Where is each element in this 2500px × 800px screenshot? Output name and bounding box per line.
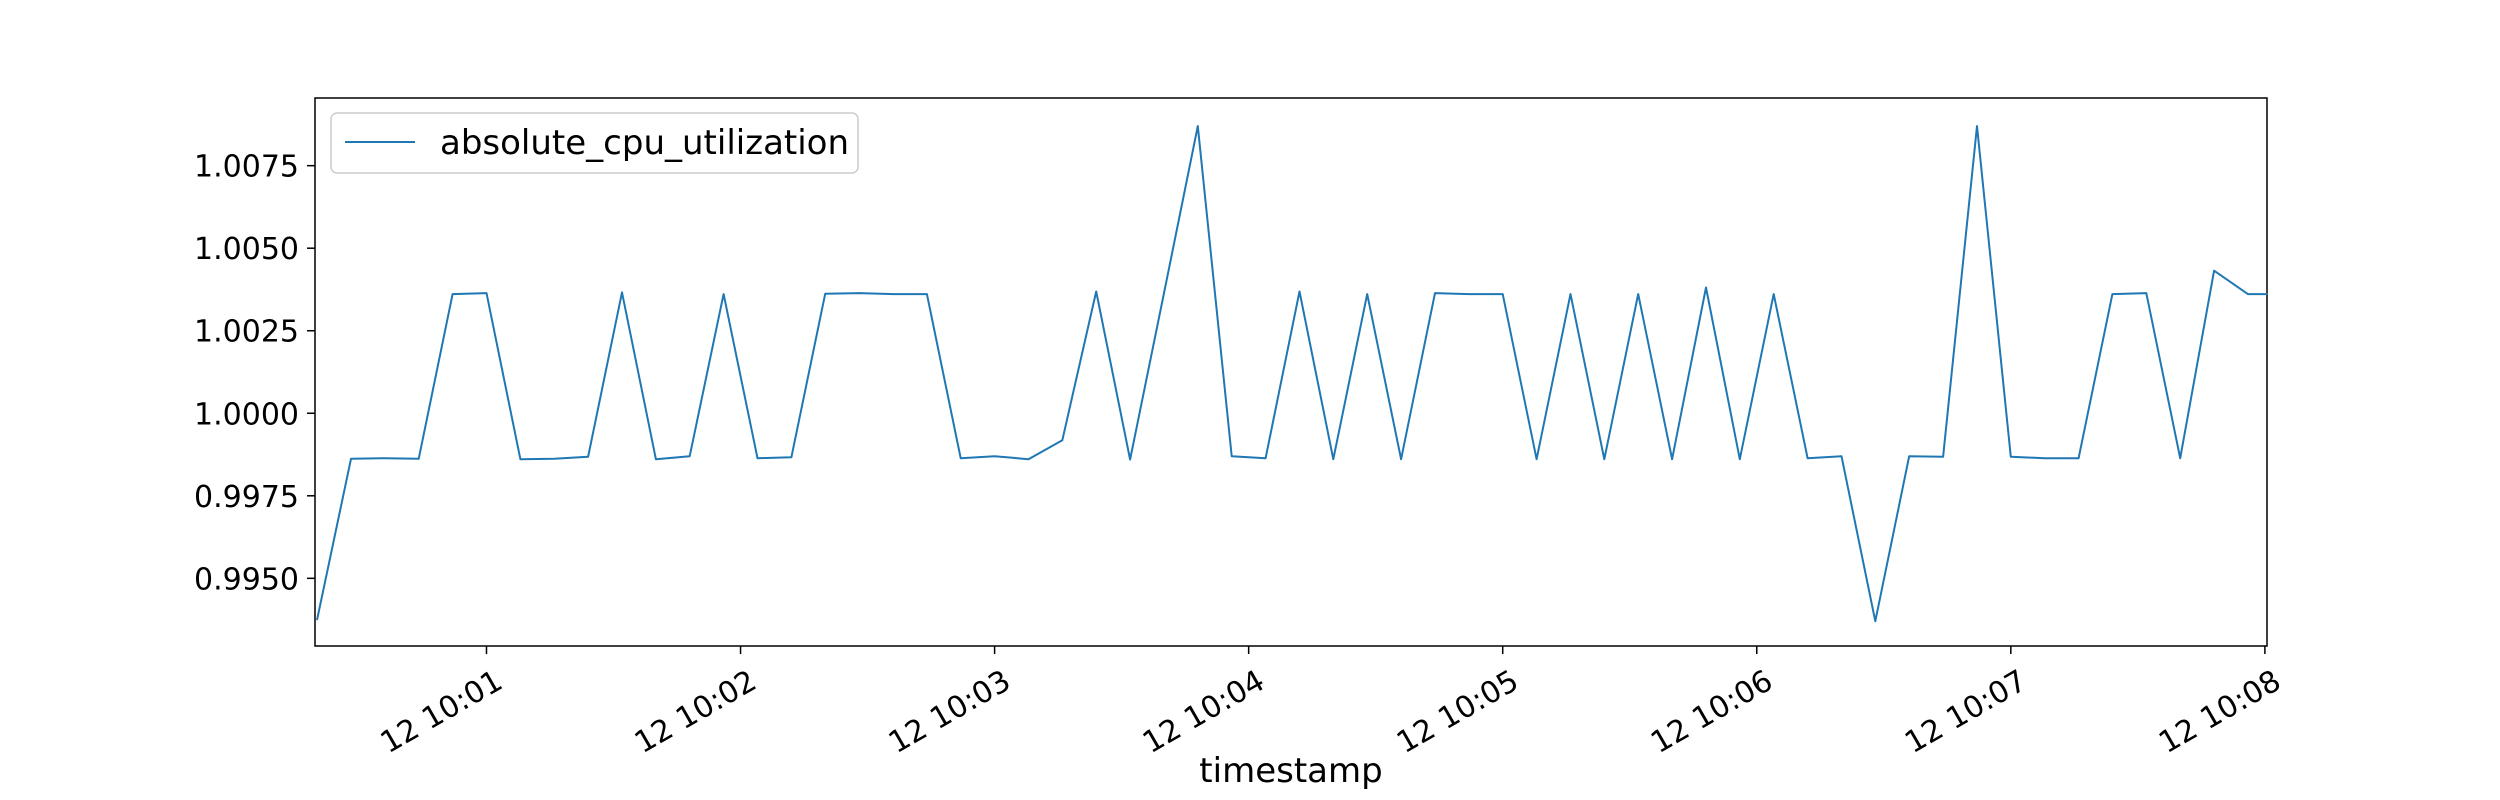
- legend-label-absolute-cpu-utilization: absolute_cpu_utilization: [440, 123, 849, 163]
- data-point-11: [688, 455, 691, 458]
- data-point-22: [1061, 439, 1064, 442]
- y-tick-label: 0.9975: [194, 480, 299, 515]
- legend-box: [330, 112, 859, 174]
- y-tick-label: 1.0025: [194, 315, 299, 350]
- x-tick-label: 12 10:02: [629, 663, 763, 760]
- data-point-6: [519, 458, 522, 461]
- data-point-39: [1637, 293, 1639, 295]
- data-point-46: [1874, 620, 1877, 622]
- data-point-5: [485, 292, 488, 294]
- x-tick-label: 12 10:05: [1391, 663, 1525, 760]
- data-point-20: [993, 455, 996, 458]
- x-tick-label: 12 10:07: [1899, 663, 2033, 760]
- data-point-48: [1942, 456, 1944, 458]
- x-tick-label: 12 10:08: [2153, 663, 2287, 760]
- data-point-50: [2010, 456, 2012, 458]
- data-point-14: [790, 456, 793, 459]
- data-point-28: [1264, 457, 1267, 460]
- y-tick-label: 1.0050: [194, 232, 299, 267]
- data-point-47: [1908, 455, 1910, 458]
- data-point-53: [2111, 293, 2114, 295]
- data-point-13: [756, 457, 759, 460]
- y-tick-label: 1.0000: [194, 397, 299, 432]
- series-line-absolute-cpu-utilization: [316, 125, 2267, 623]
- data-point-24: [1129, 458, 1131, 461]
- data-point-49: [1976, 125, 1978, 127]
- data-point-12: [722, 293, 725, 295]
- data-point-17: [892, 293, 894, 295]
- data-point-27: [1230, 455, 1233, 458]
- series-points: [316, 125, 2268, 622]
- data-point-33: [1434, 292, 1436, 294]
- plot-frame: [314, 97, 2268, 647]
- data-point-45: [1840, 455, 1843, 458]
- data-point-10: [655, 458, 657, 461]
- data-point-37: [1569, 293, 1572, 295]
- data-point-55: [2179, 457, 2181, 460]
- data-point-25: [1163, 292, 1165, 294]
- data-point-26: [1197, 125, 1199, 127]
- data-point-21: [1027, 458, 1030, 461]
- data-point-35: [1501, 293, 1504, 295]
- data-point-36: [1535, 458, 1538, 461]
- data-point-51: [2043, 457, 2046, 460]
- data-point-30: [1332, 458, 1335, 461]
- x-tick-label: 12 10:01: [375, 663, 509, 760]
- data-point-57: [2247, 293, 2249, 295]
- data-point-9: [621, 291, 623, 294]
- data-point-54: [2145, 292, 2148, 294]
- data-point-29: [1298, 290, 1301, 293]
- data-point-19: [959, 457, 962, 460]
- data-point-1: [350, 458, 352, 460]
- x-tick-label: 12 10:04: [1137, 663, 1271, 760]
- data-point-31: [1366, 293, 1368, 295]
- data-point-56: [2213, 269, 2215, 272]
- data-point-8: [587, 456, 589, 458]
- legend: absolute_cpu_utilization: [330, 112, 859, 174]
- data-point-38: [1603, 458, 1606, 461]
- data-point-44: [1806, 457, 1809, 460]
- data-point-52: [2077, 457, 2080, 460]
- data-point-43: [1772, 293, 1775, 295]
- data-point-34: [1468, 293, 1470, 295]
- x-axis-label: timestamp: [1199, 751, 1382, 791]
- data-point-0: [316, 618, 318, 621]
- data-point-16: [858, 292, 860, 294]
- data-point-58: [2266, 293, 2268, 295]
- data-point-2: [384, 457, 386, 460]
- y-tick-label: 0.9950: [194, 562, 299, 597]
- data-point-32: [1400, 458, 1402, 461]
- data-point-3: [417, 458, 420, 460]
- data-point-42: [1739, 458, 1741, 461]
- data-point-4: [451, 293, 454, 295]
- y-tick-label: 1.0075: [194, 150, 299, 185]
- data-point-23: [1095, 290, 1097, 293]
- x-tick-label: 12 10:03: [883, 663, 1017, 760]
- data-point-40: [1671, 458, 1673, 461]
- data-point-18: [926, 293, 928, 295]
- x-axis-ticks: 12 10:01 12 10:02 12 10:03 12 10:04 12 10:05…: [375, 646, 2287, 761]
- data-point-41: [1705, 286, 1707, 289]
- x-tick-label: 12 10:06: [1645, 663, 1779, 760]
- y-axis-ticks: 0.9950 0.9975 1.0000 1.0025 1.0050 1.0075: [194, 150, 315, 597]
- data-point-15: [824, 293, 826, 295]
- data-point-7: [553, 458, 555, 460]
